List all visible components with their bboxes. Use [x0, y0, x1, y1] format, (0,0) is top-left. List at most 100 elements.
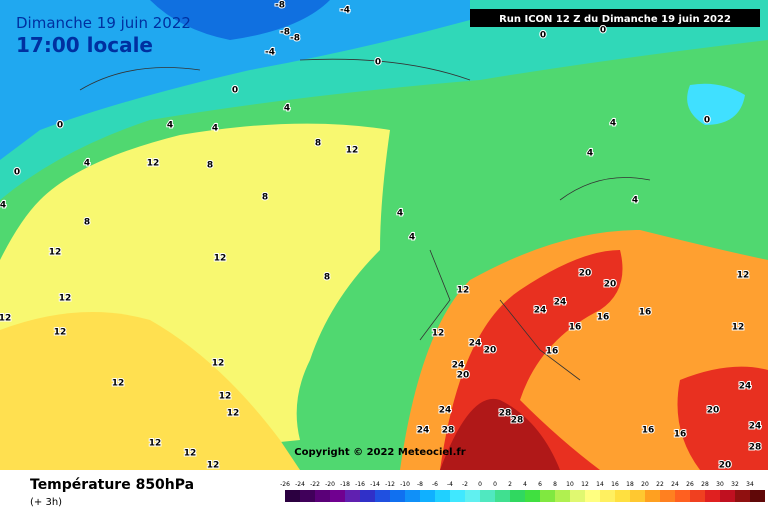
hottest-zone: [440, 398, 560, 470]
contour-label: 4: [84, 159, 90, 169]
date: Dimanche 19 juin 2022: [16, 14, 191, 32]
legend-swatch: [750, 490, 765, 502]
legend-label: -12: [385, 481, 395, 488]
contour-label: 24: [417, 426, 430, 436]
contour-label: 4: [632, 196, 638, 206]
legend-label: -22: [310, 481, 320, 488]
contour-label: 12: [732, 323, 745, 333]
contour-label: 4: [0, 201, 6, 211]
contour-label: 24: [439, 406, 452, 416]
contour-label: 20: [707, 406, 720, 416]
contour-label: 0: [540, 31, 546, 41]
contour-label: 28: [499, 409, 512, 419]
legend-label: 14: [596, 481, 604, 488]
legend-label: 4: [523, 481, 527, 488]
legend-swatch: [450, 490, 465, 502]
contour-label: -4: [265, 48, 275, 58]
contour-label: 4: [587, 149, 593, 159]
contour-label: 12: [147, 159, 160, 169]
legend-swatch: [690, 490, 705, 502]
contour-label: 12: [184, 449, 197, 459]
contour-label: 12: [457, 286, 470, 296]
legend-label: -18: [340, 481, 350, 488]
footer-subtitle: (+ 3h): [30, 497, 62, 508]
contour-label: 12: [212, 359, 225, 369]
contour-label: 12: [207, 461, 220, 471]
legend-swatch: [555, 490, 570, 502]
legend-swatch: [720, 490, 735, 502]
legend-label: -10: [400, 481, 410, 488]
legend-swatch: [315, 490, 330, 502]
legend-label: 6: [538, 481, 542, 488]
legend-label: 2: [508, 481, 512, 488]
contour-label: 12: [219, 392, 232, 402]
legend-swatch: [465, 490, 480, 502]
legend-label: 10: [566, 481, 574, 488]
contour-label: 24: [739, 382, 752, 392]
contour-label: 16: [546, 347, 559, 357]
contour-label: 12: [0, 314, 11, 324]
contour-label: 0: [600, 26, 606, 36]
legend-label: 32: [731, 481, 739, 488]
contour-label: -8: [290, 34, 300, 44]
contour-label: 28: [511, 416, 524, 426]
contour-label: 16: [674, 430, 687, 440]
contour-label: 24: [749, 422, 762, 432]
legend-label: 26: [686, 481, 694, 488]
contour-label: 4: [284, 104, 290, 114]
contour-label: -8: [280, 28, 290, 38]
contour-label: 8: [324, 273, 330, 283]
time: 17:00 locale: [16, 33, 153, 57]
legend-label: 28: [701, 481, 709, 488]
contour-label: 0: [232, 86, 238, 96]
contour-label: 16: [642, 426, 655, 436]
legend-label: 24: [671, 481, 679, 488]
legend-swatch: [480, 490, 495, 502]
legend-swatch: [345, 490, 360, 502]
legend-swatch: [540, 490, 555, 502]
contour-label: 0: [375, 58, 381, 68]
contour-label: 4: [610, 119, 616, 129]
legend-label: -6: [432, 481, 438, 488]
legend-swatch: [735, 490, 750, 502]
legend-label: -8: [417, 481, 423, 488]
contour-label: 24: [534, 306, 547, 316]
legend-label: 34: [746, 481, 754, 488]
contour-label: 28: [749, 443, 762, 453]
legend-swatch: [435, 490, 450, 502]
contour-label: 12: [59, 294, 72, 304]
footer-title: Température 850hPa: [30, 477, 194, 493]
legend-label: 12: [581, 481, 589, 488]
legend-swatch: [375, 490, 390, 502]
legend-swatch: [600, 490, 615, 502]
legend-swatch: [675, 490, 690, 502]
contour-label: 12: [432, 329, 445, 339]
legend-swatch: [390, 490, 405, 502]
contour-label: -8: [275, 1, 285, 11]
legend-swatch: [525, 490, 540, 502]
legend-label: -26: [280, 481, 290, 488]
contour-label: -4: [340, 6, 350, 16]
contour-label: 20: [604, 280, 617, 290]
contour-label: 8: [207, 161, 213, 171]
contour-label: 20: [719, 461, 732, 471]
legend-label: 16: [611, 481, 619, 488]
contour-label: 20: [484, 346, 497, 356]
legend-label: 22: [656, 481, 664, 488]
contour-label: 12: [737, 271, 750, 281]
contour-label: 0: [14, 168, 20, 178]
legend-label: -4: [447, 481, 453, 488]
legend-label: -14: [370, 481, 380, 488]
contour-label: 4: [409, 233, 415, 243]
contour-label: 20: [457, 371, 470, 381]
contour-label: 0: [57, 121, 63, 131]
contour-label: 24: [452, 361, 465, 371]
contour-label: 12: [149, 439, 162, 449]
legend-label: 30: [716, 481, 724, 488]
contour-label: 4: [167, 121, 173, 131]
legend-swatch: [645, 490, 660, 502]
contour-label: 12: [214, 254, 227, 264]
warm-zone: [0, 312, 300, 470]
contour-label: 12: [346, 146, 359, 156]
